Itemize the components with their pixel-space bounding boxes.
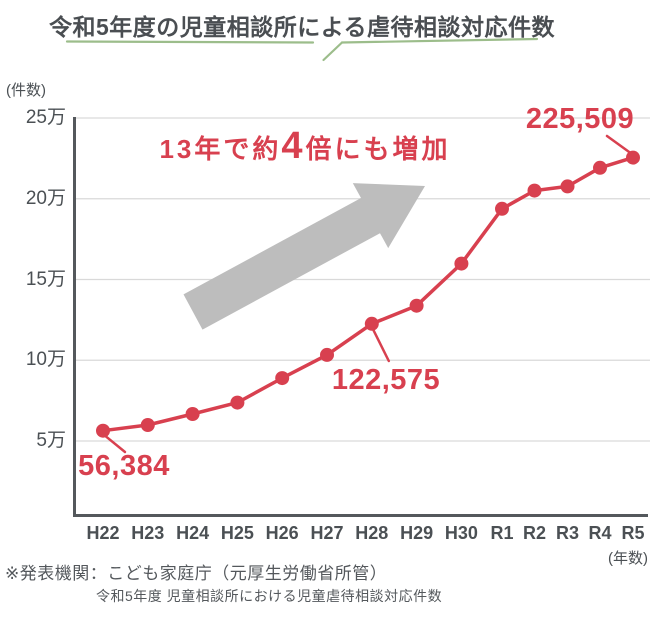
x-tick-label-r5: R5 <box>621 523 645 543</box>
page-title: 令和5年度の児童相談所による虐待相談対応件数 <box>48 14 556 40</box>
data-point-h25 <box>230 395 245 410</box>
title-underline-right <box>340 37 539 44</box>
x-tick-label-h23: H23 <box>131 523 165 543</box>
increase-annotation: 13年で約4倍にも増加 <box>130 124 480 176</box>
source-note: ※発表機関：こども家庭庁（元厚生労働省所管） <box>5 564 388 583</box>
title-underline <box>65 37 539 62</box>
data-point-r5 <box>626 150 640 165</box>
value-label-h28: 122,575 <box>331 364 441 396</box>
x-tick-label-r4: R4 <box>588 523 612 543</box>
data-point-h27 <box>320 347 334 362</box>
data-point-h26 <box>275 371 290 386</box>
value-label-r5: 225,509 <box>525 103 635 135</box>
x-tick-label-h27: H27 <box>310 523 344 543</box>
x-tick-label-h22: H22 <box>86 523 120 543</box>
data-point-h28 <box>364 316 379 331</box>
annotation-big-number: 4 <box>281 125 306 167</box>
x-tick-label-h30: H30 <box>444 523 478 543</box>
data-point-h22 <box>96 423 110 438</box>
x-tick-label-h25: H25 <box>220 523 254 543</box>
y-tick-label-250000: 25万 <box>25 107 66 128</box>
data-point-r4 <box>593 160 607 175</box>
callout-line-h28 <box>371 327 391 363</box>
x-tick-label-h29: H29 <box>400 523 434 543</box>
x-tick-label-r1: R1 <box>490 523 514 543</box>
x-tick-label-h28: H28 <box>355 523 389 543</box>
title-underline-left <box>65 40 315 44</box>
annotation-suffix: 倍にも増加 <box>305 134 451 164</box>
source-note-detail: 令和5年度 児童相談所における児童虐待相談対応件数 <box>96 588 443 604</box>
data-point-h23 <box>140 418 155 432</box>
y-tick-label-200000: 20万 <box>25 187 66 209</box>
callout-line-r5 <box>605 134 632 154</box>
data-point-r3 <box>560 179 575 194</box>
value-label-h22: 56,384 <box>78 450 170 482</box>
y-tick-label-150000: 15万 <box>25 268 66 290</box>
x-tick-label-h26: H26 <box>265 523 299 543</box>
x-tick-label-r3: R3 <box>555 523 579 543</box>
x-tick-label-r2: R2 <box>522 523 546 543</box>
y-tick-label-100000: 10万 <box>25 349 66 371</box>
data-point-h30 <box>454 256 469 271</box>
x-axis-unit-label: (年数) <box>608 550 648 567</box>
title-underline-slash <box>322 41 344 62</box>
x-tick-label-h24: H24 <box>176 523 210 543</box>
y-axis-unit-label: (件数) <box>6 82 46 99</box>
data-point-r1 <box>495 201 509 216</box>
data-point-h24 <box>185 407 200 421</box>
y-tick-label-50000: 5万 <box>36 430 66 451</box>
trend-arrow <box>183 183 425 330</box>
annotation-prefix: 13年で約 <box>159 134 282 164</box>
data-point-h29 <box>409 298 424 313</box>
data-point-r2 <box>527 183 542 198</box>
callout-line-h22 <box>103 434 127 454</box>
